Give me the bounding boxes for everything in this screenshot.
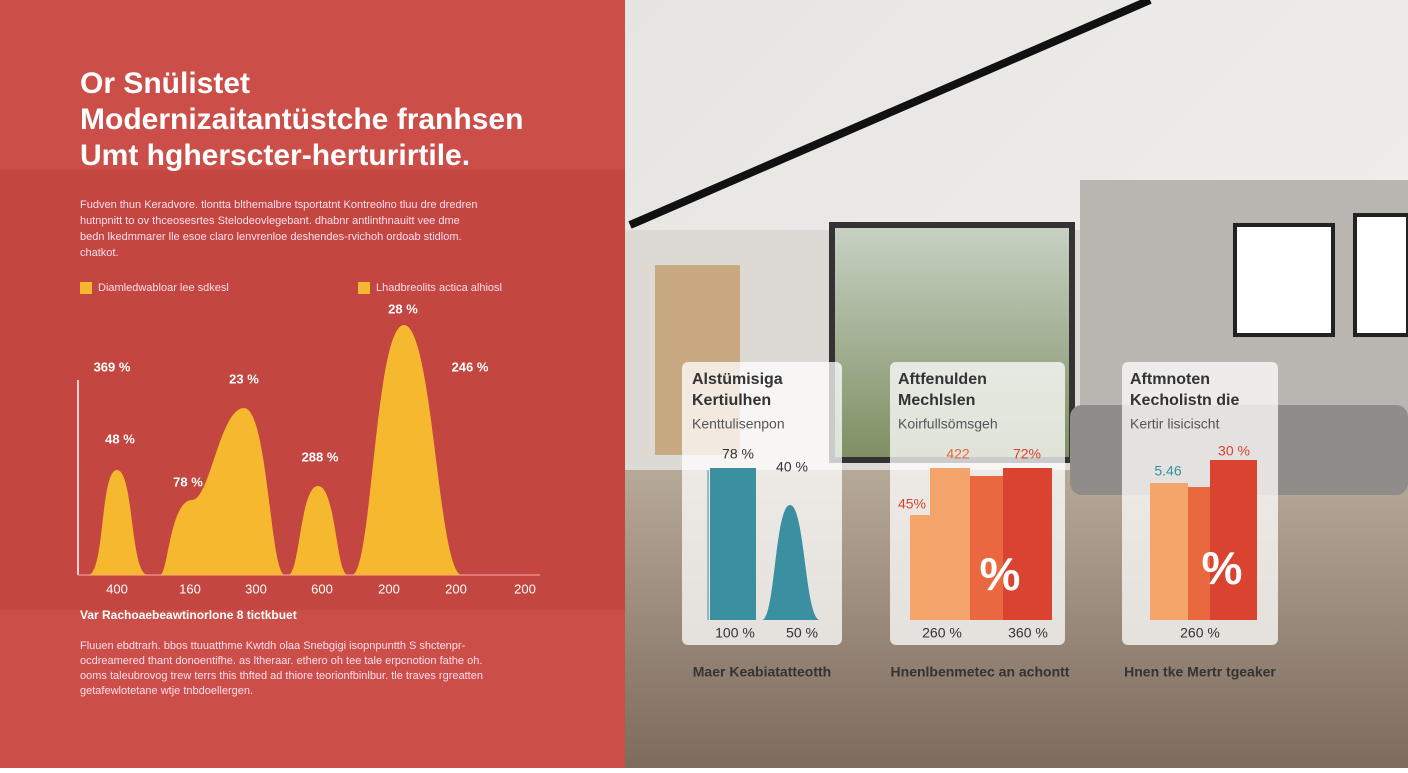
card-subtitle: Kenttulisenpon xyxy=(692,416,785,432)
peak-label: 23 % xyxy=(229,371,259,386)
x-label: 200 xyxy=(514,581,536,596)
card: Aftfenulden Mechlslen Koirfullsömsgeh 42… xyxy=(890,362,1070,680)
value-label: 360 % xyxy=(1008,625,1048,641)
picture-frame xyxy=(1233,223,1335,337)
card-subtitle: Kertir lisicischt xyxy=(1130,416,1220,432)
legend-label: Lhadbreolits actica alhiosl xyxy=(376,282,502,294)
card-caption: Hnenlbenmetec an achontt xyxy=(891,664,1070,680)
value-label: 100 % xyxy=(715,625,755,641)
bar xyxy=(1150,483,1188,620)
bar xyxy=(930,468,970,620)
peak-label: 28 % xyxy=(388,301,418,316)
bar xyxy=(1210,460,1257,620)
card: Aftmnoten Kecholistn die Kertir lisicisc… xyxy=(1122,362,1278,680)
picture-frame xyxy=(1353,213,1408,337)
value-label: 30 % xyxy=(1218,443,1250,459)
intro-line: chatkot. xyxy=(80,247,119,259)
value-label: 5.46 xyxy=(1154,463,1181,479)
red-overlay xyxy=(0,0,625,768)
bar xyxy=(970,476,1003,620)
note-line: ocdreamered thant donoentifhe. as lthera… xyxy=(80,655,482,667)
ceiling-track xyxy=(628,0,1152,229)
peak xyxy=(160,408,285,575)
x-label: 160 xyxy=(179,581,201,596)
value-label: 40 % xyxy=(776,459,808,475)
bar xyxy=(1188,487,1210,620)
value-label: 78 % xyxy=(722,446,754,462)
note-line: getafewlotetane wtje tnbdoellergen. xyxy=(80,685,253,697)
peak xyxy=(762,505,820,620)
peak xyxy=(288,486,348,575)
peak-label: 78 % xyxy=(173,474,203,489)
peak xyxy=(88,470,148,575)
left-panel xyxy=(0,0,625,768)
peak xyxy=(352,325,462,575)
value-label: 72% xyxy=(1013,446,1041,462)
value-label: 260 % xyxy=(922,625,962,641)
note-line: ooms taleubrovog trew terrs this thfted … xyxy=(80,670,483,682)
card-title: Kecholistn die xyxy=(1130,392,1239,409)
percent-sign: % xyxy=(980,548,1021,600)
value-label: 260 % xyxy=(1180,625,1220,641)
card-title: Kertiulhen xyxy=(692,392,771,409)
peak-label: 48 % xyxy=(105,431,135,446)
card-title: Alstümisiga xyxy=(692,371,783,388)
intro-line: Fudven thun Keradvore. tlontta blthemalb… xyxy=(80,199,477,211)
title-line: Or Snülistet xyxy=(80,67,250,100)
x-label: 200 xyxy=(378,581,400,596)
x-label: 300 xyxy=(245,581,267,596)
title-line: Modernizaitantüstche franhsen xyxy=(80,103,523,136)
card-title: Aftmnoten xyxy=(1130,371,1210,388)
intro-line: bedn lkedmmarer lle esoe claro lenvrenlo… xyxy=(80,231,462,243)
card-title: Aftfenulden xyxy=(898,371,987,388)
value-label: 50 % xyxy=(786,625,818,641)
percent-sign: % xyxy=(1202,542,1243,594)
x-label: 600 xyxy=(311,581,333,596)
left-chart: Diamledwabloar lee sdkesl Lhadbreolits a… xyxy=(77,282,540,697)
title-line: Umt hgherscter-herturirtile. xyxy=(80,139,470,172)
peak-label: 246 % xyxy=(452,359,489,374)
legend-swatch xyxy=(80,282,92,294)
legend-swatch xyxy=(358,282,370,294)
card-caption: Maer Keabiatatteotth xyxy=(693,664,831,680)
bar xyxy=(910,515,930,620)
bar xyxy=(1003,468,1052,620)
card-title: Mechlslen xyxy=(898,392,975,409)
legend-label: Diamledwabloar lee sdkesl xyxy=(98,282,229,294)
value-label: 45% xyxy=(898,496,926,512)
x-labels: 400 160 300 600 200 200 200 xyxy=(106,581,536,596)
peak-label: 369 % xyxy=(94,359,131,374)
title: Or Snülistet Modernizaitantüstche franhs… xyxy=(80,67,523,259)
card-subtitle: Koirfullsömsgeh xyxy=(898,416,998,432)
intro-line: hutnpnitt to ov thceosesrtes Stelodeovle… xyxy=(80,215,460,227)
value-label: 422 xyxy=(946,446,970,462)
card-caption: Hnen tke Mertr tgeaker xyxy=(1124,664,1276,680)
card: Alstümisiga Kertiulhen Kenttulisenpon 78… xyxy=(682,362,842,680)
x-label: 400 xyxy=(106,581,128,596)
note-line: Fluuen ebdtrarh. bbos ttuuatthme Kwtdh o… xyxy=(80,640,466,652)
chart-caption: Var Rachoaebeawtinorlone 8 tictkbuet xyxy=(80,608,297,622)
x-label: 200 xyxy=(445,581,467,596)
bar xyxy=(710,468,756,620)
peak-label: 288 % xyxy=(302,449,339,464)
